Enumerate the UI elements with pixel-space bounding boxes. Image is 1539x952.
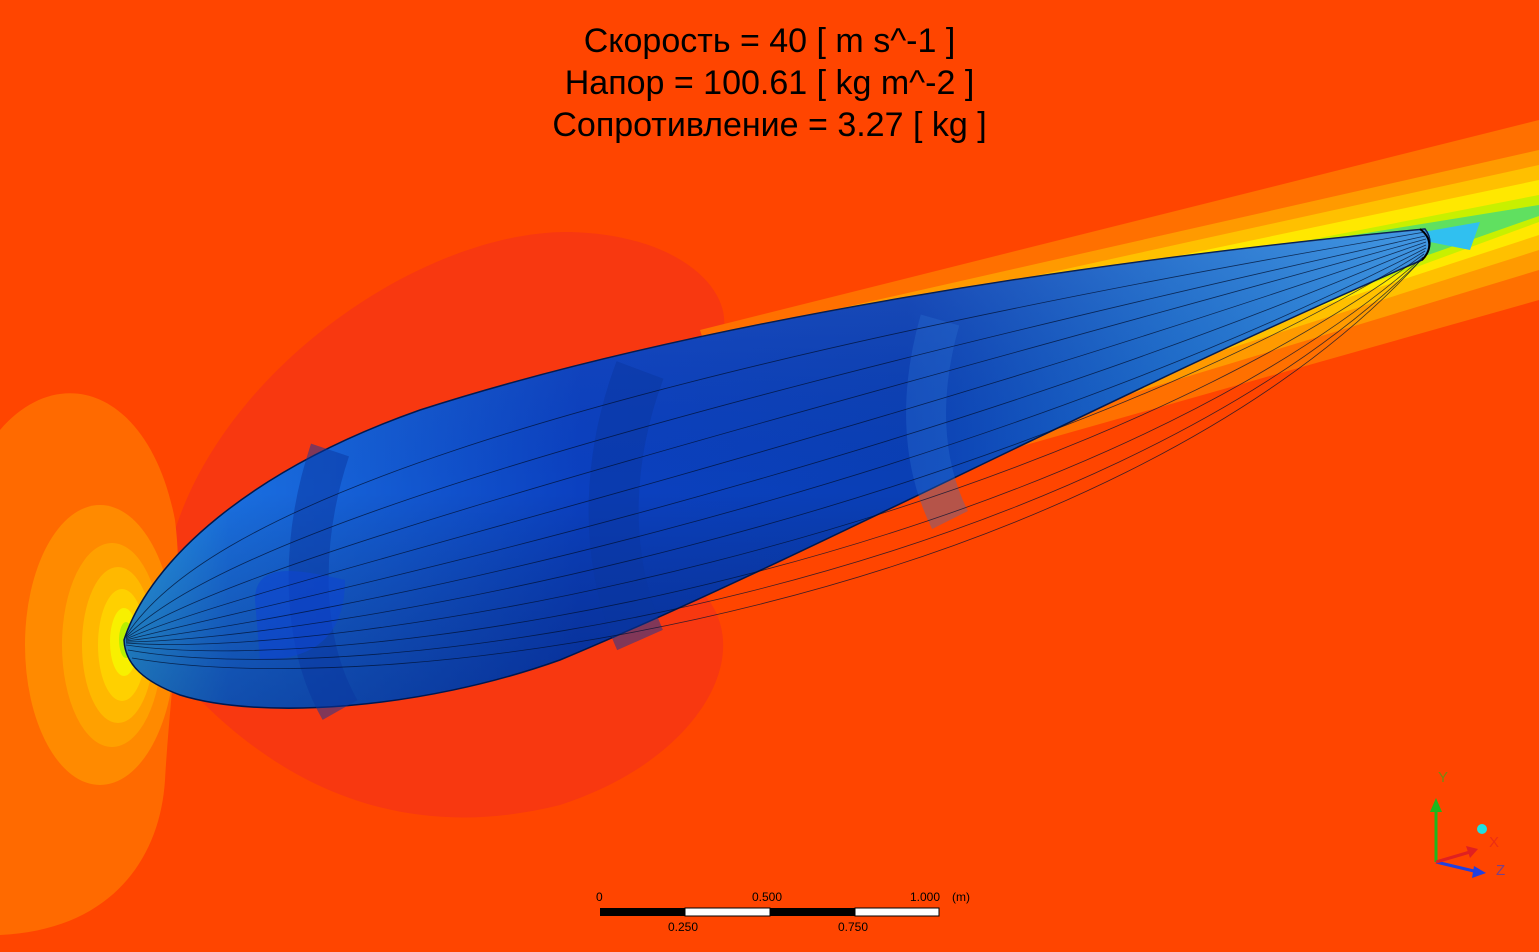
pressure-readout: Напор = 100.61 [ kg m^-2 ] <box>564 64 975 102</box>
scale-unit: (m) <box>952 890 970 904</box>
y-axis-arrowhead <box>1430 798 1442 812</box>
x-axis-label: X <box>1489 834 1499 851</box>
scale-label-0250: 0.250 <box>668 920 699 934</box>
scale-label-0500: 0.500 <box>752 890 783 904</box>
airship-hull <box>123 228 1431 720</box>
z-axis-arrowhead <box>1472 866 1486 878</box>
axis-triad: Y X Z <box>1430 769 1505 879</box>
results-header: Скорость = 40 [ m s^-1 ] Напор = 100.61 … <box>0 20 1539 146</box>
drag-readout: Сопротивление = 3.27 [ kg ] <box>552 106 987 144</box>
scale-label-0750: 0.750 <box>838 920 869 934</box>
z-axis-arrow <box>1435 860 1479 874</box>
z-axis-label: Z <box>1496 862 1505 879</box>
velocity-readout: Скорость = 40 [ m s^-1 ] <box>583 22 956 60</box>
scale-label-1000: 1.000 <box>910 890 941 904</box>
rotation-center-marker <box>1477 824 1487 834</box>
x-axis-arrow <box>1435 850 1471 864</box>
scale-bar-segments <box>600 907 940 917</box>
y-axis-label: Y <box>1438 769 1448 786</box>
scale-label-0: 0 <box>596 890 603 904</box>
x-axis-arrowhead <box>1466 846 1478 858</box>
scale-bar: 0 0.500 1.000 (m) 0.250 0.750 <box>590 888 990 938</box>
